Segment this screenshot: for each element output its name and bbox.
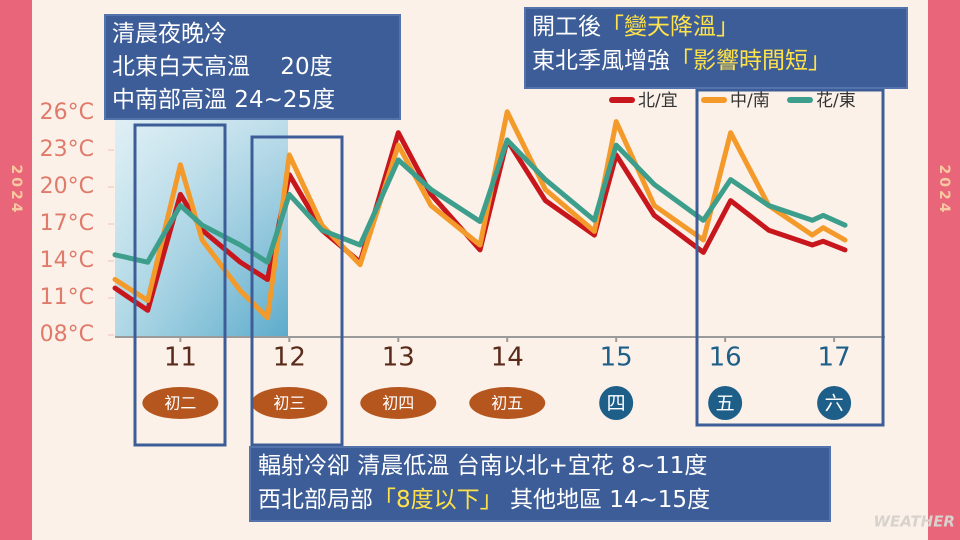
side-year: 2024 (8, 165, 24, 216)
x-tick-label: 13 (382, 343, 415, 373)
legend-label: 花/東 (816, 91, 856, 111)
series-line (112, 137, 848, 265)
annotation-segment: 西北部局部 (258, 487, 373, 513)
x-tick-label: 16 (709, 343, 742, 373)
y-tick-label: 11°C (40, 285, 94, 310)
annotation-segment: 其他地區 14~15度 (503, 487, 710, 513)
y-tick-label: 14°C (40, 248, 94, 273)
lunar-label: 六 (825, 393, 844, 415)
series-line (112, 109, 848, 321)
annotation-segment: 「影響時間短」 (670, 48, 831, 74)
annotation-box (524, 7, 908, 89)
x-tick-label: 11 (164, 343, 197, 373)
lunar-badge (469, 387, 546, 419)
lunar-badge (142, 387, 219, 419)
highlight-frame (695, 88, 885, 427)
series-line (112, 130, 848, 313)
annotation-segment: 東北季風增強 (532, 48, 670, 74)
lunar-label: 初二 (164, 394, 196, 413)
watermark: WEATHER (873, 513, 955, 531)
annotation-segment: 中南部高溫 24~25度 (112, 87, 335, 113)
annotation-segment: 清晨夜晚冷 (112, 21, 227, 47)
y-tick-label: 26°C (40, 100, 94, 125)
annotation-segment: 開工後 (532, 14, 601, 40)
lunar-label: 初四 (382, 394, 414, 413)
lunar-label: 四 (607, 393, 626, 415)
lunar-label: 五 (716, 393, 735, 415)
x-tick-label: 14 (491, 343, 524, 373)
x-tick-label: 12 (273, 343, 306, 373)
left-border (0, 0, 32, 540)
annotation-text: 西北部局部「8度以下」 其他地區 14~15度 (258, 487, 710, 513)
annotation-segment: 「變天降溫」 (601, 14, 739, 40)
lunar-badge (817, 386, 852, 420)
annotation-segment: 「8度以下」 (373, 487, 503, 513)
annotation-box (104, 14, 401, 120)
x-tick-label: 15 (600, 343, 633, 373)
annotation-text: 中南部高溫 24~25度 (112, 87, 335, 113)
annotation-text: 東北季風增強「影響時間短」 (532, 48, 831, 74)
lunar-label: 初五 (491, 394, 523, 413)
y-tick-label: 23°C (40, 137, 94, 162)
lunar-badge (708, 386, 743, 420)
highlight-frame (133, 123, 227, 447)
annotation-text: 開工後「變天降溫」 (532, 14, 739, 40)
lunar-badge (251, 387, 328, 419)
annotation-text: 清晨夜晚冷 (112, 21, 227, 47)
annotation-segment: 北東白天高溫 20度 (112, 54, 333, 80)
right-border (928, 0, 960, 540)
y-tick-label: 08°C (40, 322, 94, 347)
y-tick-label: 17°C (40, 211, 94, 236)
lunar-badge (360, 387, 437, 419)
lunar-label: 初三 (273, 394, 305, 413)
legend-label: 中/南 (730, 91, 770, 111)
highlight-frame (250, 135, 344, 447)
side-year: 2024 (936, 165, 952, 216)
annotation-segment: 輻射冷卻 清晨低溫 台南以北+宜花 8~11度 (258, 453, 707, 479)
annotation-box (249, 446, 831, 522)
legend-label: 北/宜 (638, 91, 678, 111)
annotation-text: 輻射冷卻 清晨低溫 台南以北+宜花 8~11度 (258, 453, 707, 479)
x-tick-label: 17 (818, 343, 851, 373)
y-tick-label: 20°C (40, 174, 94, 199)
lunar-badge (599, 386, 634, 420)
annotation-text: 北東白天高溫 20度 (112, 54, 333, 80)
